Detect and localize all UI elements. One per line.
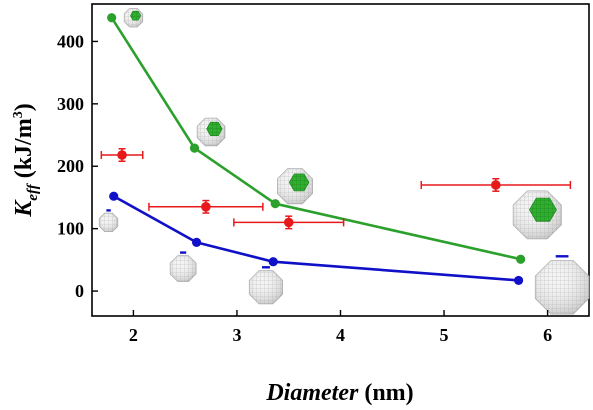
x-axis-title-unit: (nm) (358, 380, 413, 406)
series-line (113, 195, 519, 282)
nanoparticle-green-facet (196, 117, 226, 147)
nanoparticle-blue-axis (98, 209, 119, 233)
y-tick-label: 200 (57, 156, 84, 176)
series-1 (109, 191, 524, 286)
y-tick-label: 0 (75, 281, 84, 301)
particle-green-facet (130, 10, 142, 21)
data-point (201, 202, 211, 212)
data-point (191, 237, 202, 247)
data-point (270, 199, 280, 209)
axes-layer: 2 3 4 5 6 0 100 200 300 400 (57, 31, 552, 345)
x-axis-title-main: Diameter (265, 380, 359, 406)
data-point (189, 143, 200, 153)
nanoparticle-blue-axis (534, 255, 590, 315)
y-tick-label: 100 (57, 219, 84, 239)
x-axis-title: Diameter (nm) (265, 380, 413, 406)
particle-green-facet (206, 121, 223, 136)
y-tick-label: 400 (57, 31, 84, 51)
y-tick-label: 300 (57, 94, 84, 114)
x-tick-label: 2 (129, 325, 138, 345)
x-tick-label: 5 (440, 325, 449, 345)
series-2 (100, 148, 572, 230)
nanoparticle-green-facet (123, 8, 144, 28)
series-line (110, 17, 521, 261)
data-point (109, 191, 119, 201)
particle-shade (535, 260, 589, 315)
data-point (513, 275, 524, 286)
nanoparticle-green-facet (276, 168, 313, 205)
y-axis-title-group: Keff (kJ/m3) (11, 103, 41, 217)
particle-green-facet (288, 173, 310, 192)
y-axis-title-close: ) (11, 103, 37, 111)
particle-green-facet (529, 197, 557, 222)
nanoparticle-blue-axis (169, 251, 197, 282)
x-tick-label: 4 (336, 325, 345, 345)
nanoparticle-insets (98, 8, 590, 315)
nanoparticle-green-facet (512, 190, 562, 240)
series-layer (100, 13, 572, 286)
data-point (283, 217, 294, 228)
y-axis-title-sub: eff (25, 182, 41, 200)
particle-shade (170, 255, 197, 282)
y-axis-title-sup: 3 (11, 111, 26, 118)
data-point (268, 257, 278, 267)
particle-shade (249, 270, 283, 304)
x-tick-label: 6 (543, 325, 552, 345)
nanoparticle-blue-axis (248, 266, 284, 305)
data-point (117, 150, 127, 160)
particle-shade (99, 213, 118, 232)
x-tick-label: 3 (232, 325, 241, 345)
y-axis-title-unit: (kJ/m (11, 118, 37, 184)
plot-frame (91, 3, 590, 317)
y-axis-title-k: K (11, 199, 37, 218)
data-point (516, 254, 526, 264)
series-0 (107, 13, 526, 264)
y-axis-title: Keff (kJ/m3) (11, 103, 41, 217)
data-point (107, 13, 117, 23)
data-point (491, 180, 501, 190)
